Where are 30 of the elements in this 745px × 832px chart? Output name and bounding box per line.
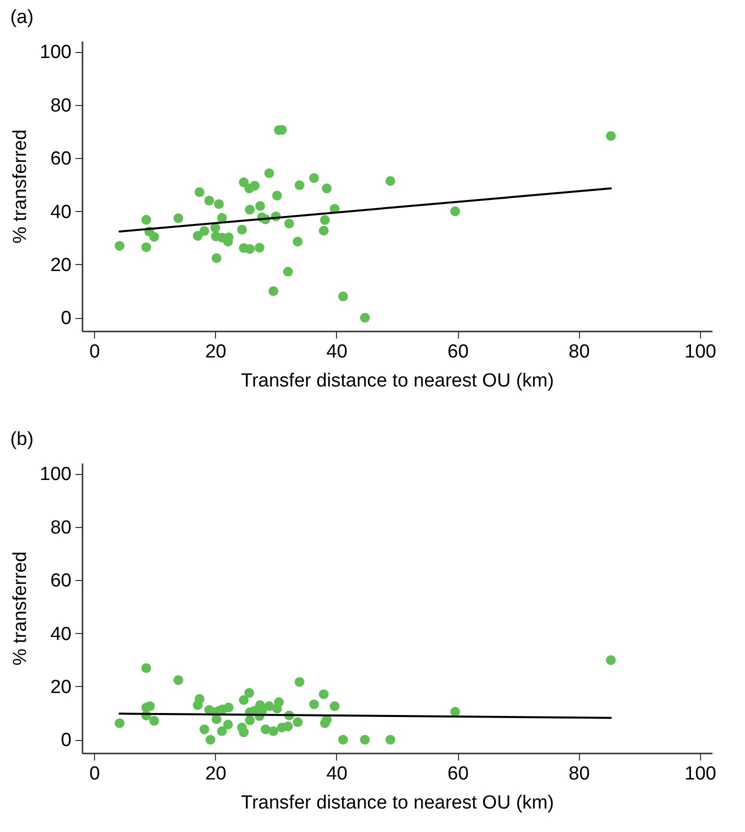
y-tick-label: 20: [50, 676, 72, 698]
y-axis-title: % transferred: [10, 129, 31, 244]
x-tick-label: 100: [684, 342, 716, 362]
y-tick-label: 100: [40, 464, 72, 486]
x-axis-title: Transfer distance to nearest OU (km): [241, 370, 554, 392]
y-tick-label: 100: [40, 42, 72, 64]
y-tick-label: 40: [50, 624, 72, 645]
y-tick-label: 0: [60, 308, 72, 330]
y-axis-title: % transferred: [10, 551, 31, 666]
y-tick-label: 80: [50, 95, 72, 116]
chart-title: (a): [10, 7, 34, 28]
x-tick-label: 60: [448, 342, 469, 362]
y-tick-label: 60: [50, 570, 72, 592]
x-axis-title: Transfer distance to nearest OU (km): [241, 792, 554, 814]
y-tick-label: 0: [60, 730, 72, 752]
x-tick-label: 40: [326, 342, 348, 362]
chart-title: (b): [10, 429, 34, 450]
x-tick-label: 20: [205, 342, 226, 362]
x-tick-label: 20: [205, 764, 226, 784]
x-tick-label: 80: [568, 764, 590, 784]
x-tick-label: 100: [684, 764, 716, 784]
x-tick-label: 0: [89, 342, 100, 362]
x-tick-label: 80: [568, 342, 590, 362]
y-tick-label: 20: [50, 254, 72, 276]
y-tick-label: 80: [50, 517, 72, 538]
x-tick-label: 0: [89, 764, 100, 784]
y-tick-label: 60: [50, 148, 72, 170]
y-tick-label: 40: [50, 202, 72, 223]
x-tick-label: 60: [448, 764, 469, 784]
x-tick-label: 40: [326, 764, 348, 784]
